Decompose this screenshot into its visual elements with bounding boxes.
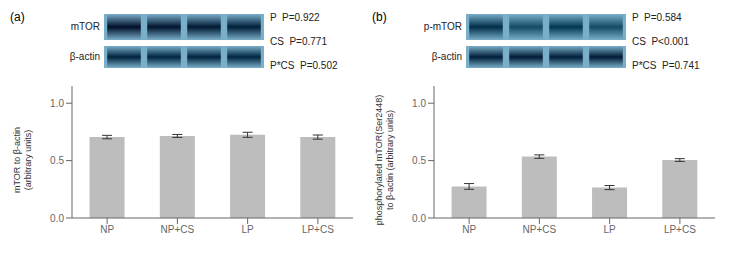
- svg-text:0.0: 0.0: [412, 213, 426, 224]
- svg-text:LP+CS: LP+CS: [302, 224, 334, 235]
- svg-text:(b): (b): [372, 10, 387, 24]
- html-text:to β-actin (arbitrary units): to β-actin (arbitrary units): [385, 109, 395, 211]
- svg-text:P*CS P=0.502: P*CS P=0.502: [270, 60, 338, 71]
- svg-text:P P=0.584: P P=0.584: [632, 12, 682, 23]
- svg-text:(a): (a): [10, 10, 25, 24]
- svg-text:LP: LP: [242, 224, 255, 235]
- svg-text:β-actin: β-actin: [432, 51, 462, 62]
- svg-text:1.0: 1.0: [50, 98, 64, 109]
- svg-text:P P=0.922: P P=0.922: [270, 12, 320, 23]
- svg-text:0.5: 0.5: [50, 155, 64, 166]
- svg-text:p-mTOR: p-mTOR: [424, 21, 462, 32]
- html-text:mTOR to β-actin: mTOR to β-actin: [12, 127, 22, 193]
- svg-text:LP: LP: [604, 224, 617, 235]
- svg-text:NP: NP: [462, 224, 476, 235]
- svg-text:β-actin: β-actin: [70, 51, 100, 62]
- html-text:(arbitrary units): (arbitrary units): [23, 129, 33, 191]
- svg-text:mTOR: mTOR: [71, 21, 100, 32]
- svg-text:LP+CS: LP+CS: [664, 224, 696, 235]
- svg-text:P*CS P=0.741: P*CS P=0.741: [632, 60, 700, 71]
- html-text:phosphorylated mTOR(Ser2448): phosphorylated mTOR(Ser2448): [374, 94, 384, 226]
- svg-text:0.0: 0.0: [50, 213, 64, 224]
- svg-text:0.5: 0.5: [412, 155, 426, 166]
- svg-text:CS P=0.771: CS P=0.771: [270, 36, 327, 47]
- svg-text:CS P<0.001: CS P<0.001: [632, 36, 689, 47]
- svg-text:NP: NP: [100, 224, 114, 235]
- svg-text:NP+CS: NP+CS: [523, 224, 557, 235]
- svg-text:NP+CS: NP+CS: [161, 224, 195, 235]
- svg-text:1.0: 1.0: [412, 98, 426, 109]
